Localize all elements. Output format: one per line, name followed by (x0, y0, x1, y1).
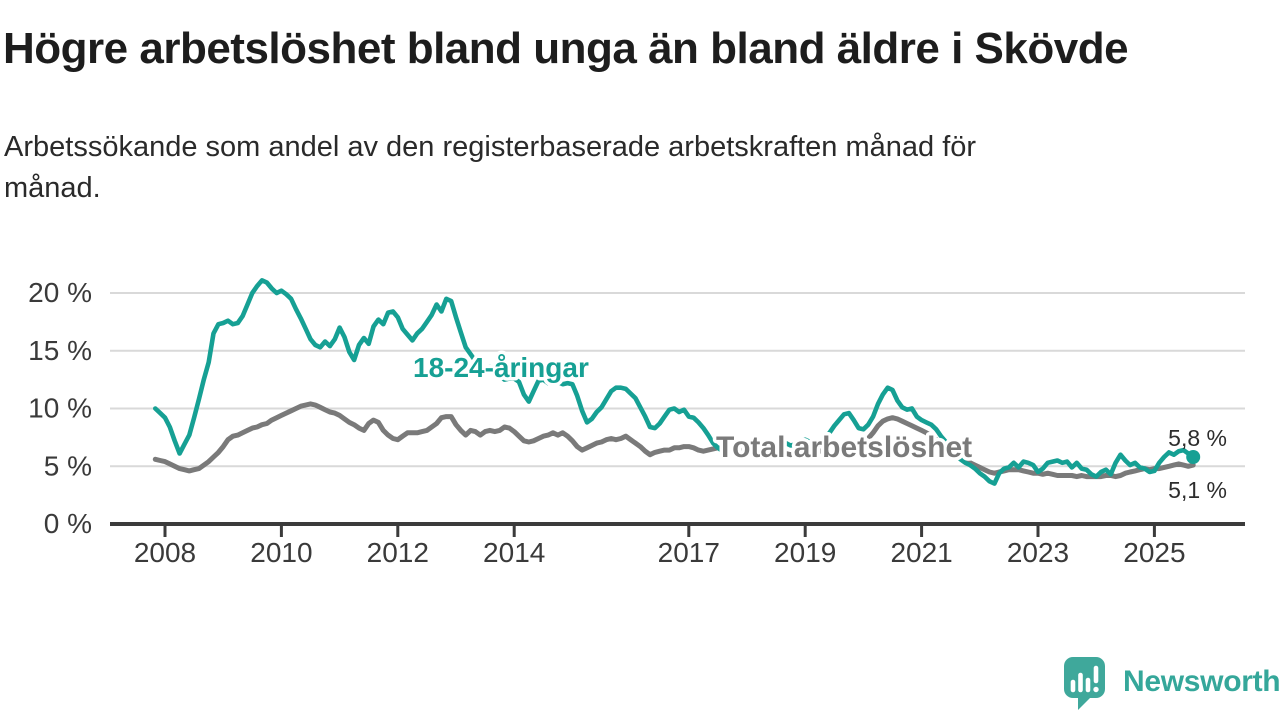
newsworthy-logo: Newsworthy (1056, 650, 1280, 712)
x-axis-label-2012: 2012 (367, 537, 429, 568)
x-axis-label-2019: 2019 (774, 537, 836, 568)
y-axis-label-20: 20 % (28, 277, 92, 308)
x-axis-label-2008: 2008 (134, 537, 196, 568)
y-axis-label-10: 10 % (28, 393, 92, 424)
series-end-dot (1186, 450, 1201, 464)
x-axis-label-2014: 2014 (483, 537, 545, 568)
x-axis (110, 522, 1245, 537)
series-lines (152, 277, 1201, 486)
series-label-18-24: 18-24-åringar (413, 352, 589, 383)
bar-chart-glyph (1070, 665, 1099, 693)
exclamation-dot (1093, 686, 1099, 693)
gridlines (110, 292, 1245, 468)
x-axis-label-2025: 2025 (1123, 537, 1185, 568)
newsworthy-bubble-icon (1064, 657, 1105, 710)
end-value-label-total: 5,1 % (1168, 477, 1227, 503)
x-axis-label-2017: 2017 (658, 537, 720, 568)
series-line-total-arbetslöshet (152, 401, 1196, 480)
series-line-18-24-åringar (153, 277, 1196, 486)
x-axis-labels: 2008 2010 2012 2014 2017 2019 2021 2023 2025 (134, 537, 1186, 568)
x-axis-label-2010: 2010 (250, 537, 312, 568)
x-axis-label-2021: 2021 (890, 537, 952, 568)
y-axis-labels: 0 % 5 % 10 % 15 % 20 % (28, 277, 92, 539)
y-axis-label-0: 0 % (44, 508, 92, 539)
end-value-label-18-24: 5,8 % (1168, 425, 1227, 451)
series-label-total: Total arbetslöshet (716, 431, 972, 464)
chart-title: Högre arbetslöshet bland unga än bland ä… (3, 24, 1129, 73)
chart-subtitle: Arbetssökande som andel av den registerb… (4, 131, 977, 204)
y-axis-label-15: 15 % (28, 335, 92, 366)
bubble-shape (1064, 657, 1105, 710)
x-axis-label-2023: 2023 (1007, 537, 1069, 568)
newsworthy-logo-text: Newsworthy (1123, 665, 1280, 698)
y-axis-label-5: 5 % (44, 450, 92, 481)
